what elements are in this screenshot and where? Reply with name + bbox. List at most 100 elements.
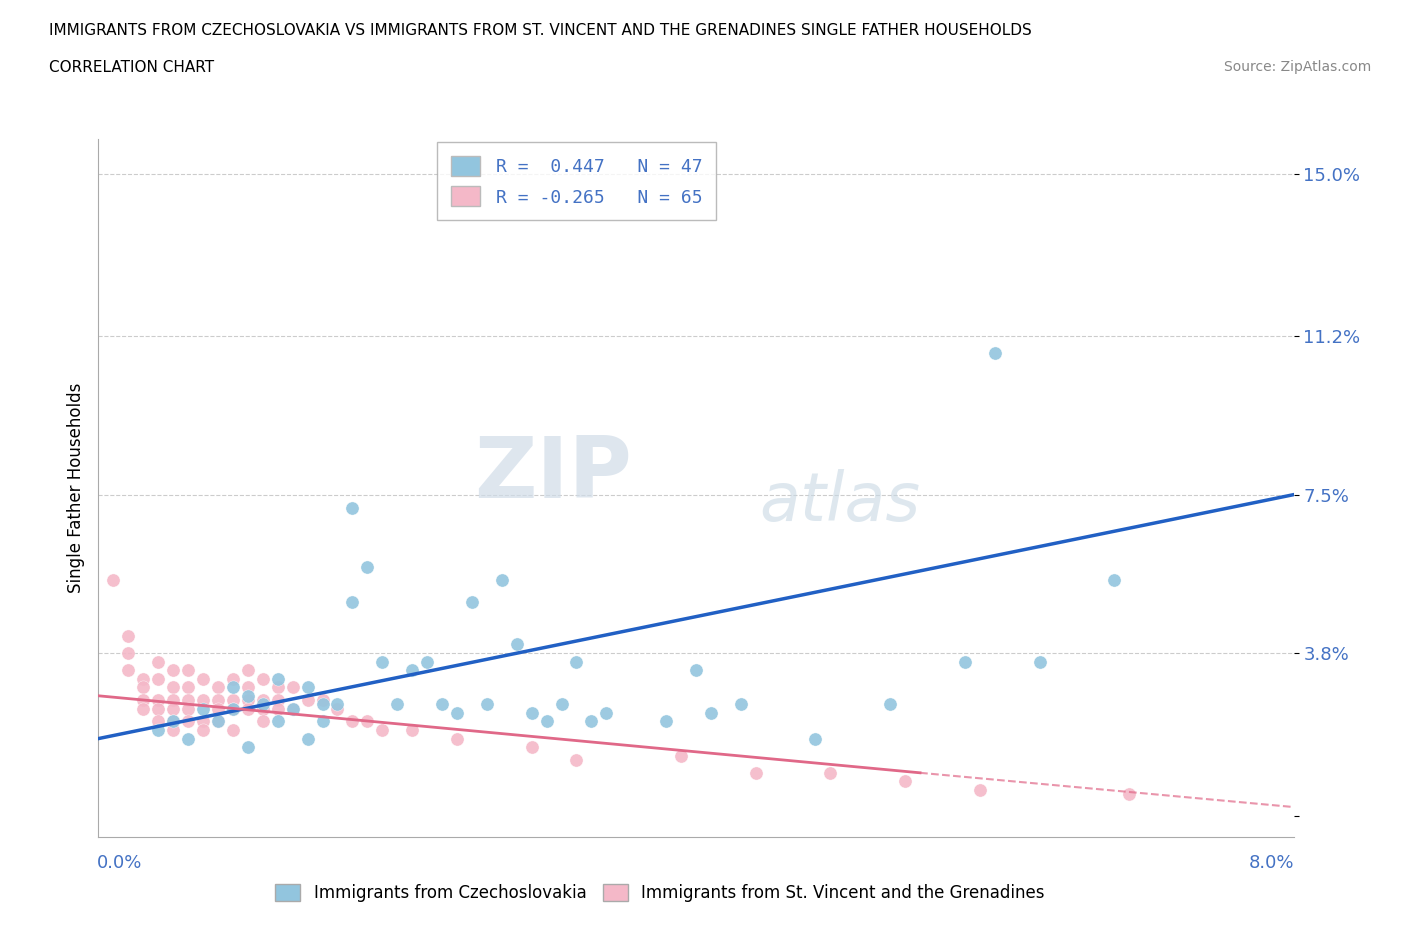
Point (162, 663, 184, 678)
Text: Source: ZipAtlas.com: Source: ZipAtlas.com (1223, 60, 1371, 74)
Point (252, 714, 274, 729)
Point (177, 680, 200, 695)
Point (252, 697, 274, 711)
Point (894, 774, 917, 789)
Point (177, 714, 200, 729)
Point (342, 500, 364, 515)
Point (148, 714, 170, 729)
Point (132, 671, 155, 686)
Point (401, 723, 423, 737)
Point (207, 680, 229, 695)
Point (953, 654, 976, 669)
Point (252, 671, 274, 686)
Point (385, 697, 409, 711)
Point (342, 594, 364, 609)
Point (491, 573, 513, 588)
Point (162, 701, 184, 716)
Point (655, 714, 678, 729)
Point (565, 752, 588, 767)
Point (222, 701, 245, 716)
Point (236, 739, 259, 754)
Point (595, 706, 617, 721)
Point (311, 714, 333, 729)
Point (162, 714, 184, 729)
Point (267, 693, 290, 708)
Point (191, 723, 214, 737)
Point (132, 701, 155, 716)
Point (804, 731, 827, 746)
Point (983, 346, 1005, 361)
Point (879, 697, 901, 711)
Point (700, 706, 723, 721)
Point (430, 697, 453, 711)
Point (117, 629, 139, 644)
Point (297, 731, 319, 746)
Point (236, 701, 259, 716)
Point (132, 693, 155, 708)
Point (207, 714, 229, 729)
Text: 0.0%: 0.0% (97, 855, 142, 872)
Point (252, 701, 274, 716)
Text: atlas: atlas (759, 470, 920, 535)
Text: ZIP: ZIP (474, 432, 631, 516)
Point (207, 701, 229, 716)
Point (267, 714, 290, 729)
Point (222, 680, 245, 695)
Point (148, 654, 170, 669)
Point (207, 714, 229, 729)
Point (281, 701, 304, 716)
Point (191, 671, 214, 686)
Point (461, 594, 484, 609)
Point (222, 701, 245, 716)
Point (236, 688, 259, 703)
Point (191, 701, 214, 716)
Point (326, 697, 349, 711)
Point (745, 765, 768, 780)
Point (342, 714, 364, 729)
Point (177, 693, 200, 708)
Point (236, 680, 259, 695)
Point (117, 663, 139, 678)
Point (685, 663, 707, 678)
Point (446, 706, 468, 721)
Point (148, 701, 170, 716)
Point (356, 560, 378, 575)
Point (311, 693, 333, 708)
Point (281, 680, 304, 695)
Text: 8.0%: 8.0% (1249, 855, 1295, 872)
Point (1102, 573, 1125, 588)
Point (222, 723, 245, 737)
Point (416, 654, 439, 669)
Point (117, 645, 139, 660)
Point (969, 782, 991, 797)
Point (565, 654, 588, 669)
Point (1028, 654, 1050, 669)
Point (730, 697, 752, 711)
Point (520, 739, 543, 754)
Point (446, 731, 468, 746)
Point (162, 714, 184, 729)
Point (103, 573, 125, 588)
Point (191, 693, 214, 708)
Point (281, 701, 304, 716)
Text: IMMIGRANTS FROM CZECHOSLOVAKIA VS IMMIGRANTS FROM ST. VINCENT AND THE GRENADINES: IMMIGRANTS FROM CZECHOSLOVAKIA VS IMMIGR… (49, 23, 1032, 38)
Legend: Immigrants from Czechoslovakia, Immigrants from St. Vincent and the Grenadines: Immigrants from Czechoslovakia, Immigran… (269, 877, 1052, 909)
Point (475, 697, 498, 711)
Point (669, 749, 692, 764)
Point (401, 663, 423, 678)
Point (236, 693, 259, 708)
Y-axis label: Single Father Households: Single Father Households (66, 383, 84, 593)
Point (148, 723, 170, 737)
Point (820, 765, 842, 780)
Point (297, 680, 319, 695)
Point (222, 671, 245, 686)
Point (356, 714, 378, 729)
Point (177, 731, 200, 746)
Point (222, 693, 245, 708)
Point (162, 723, 184, 737)
Point (191, 714, 214, 729)
Point (148, 671, 170, 686)
Point (371, 654, 394, 669)
Point (177, 701, 200, 716)
Point (550, 697, 572, 711)
